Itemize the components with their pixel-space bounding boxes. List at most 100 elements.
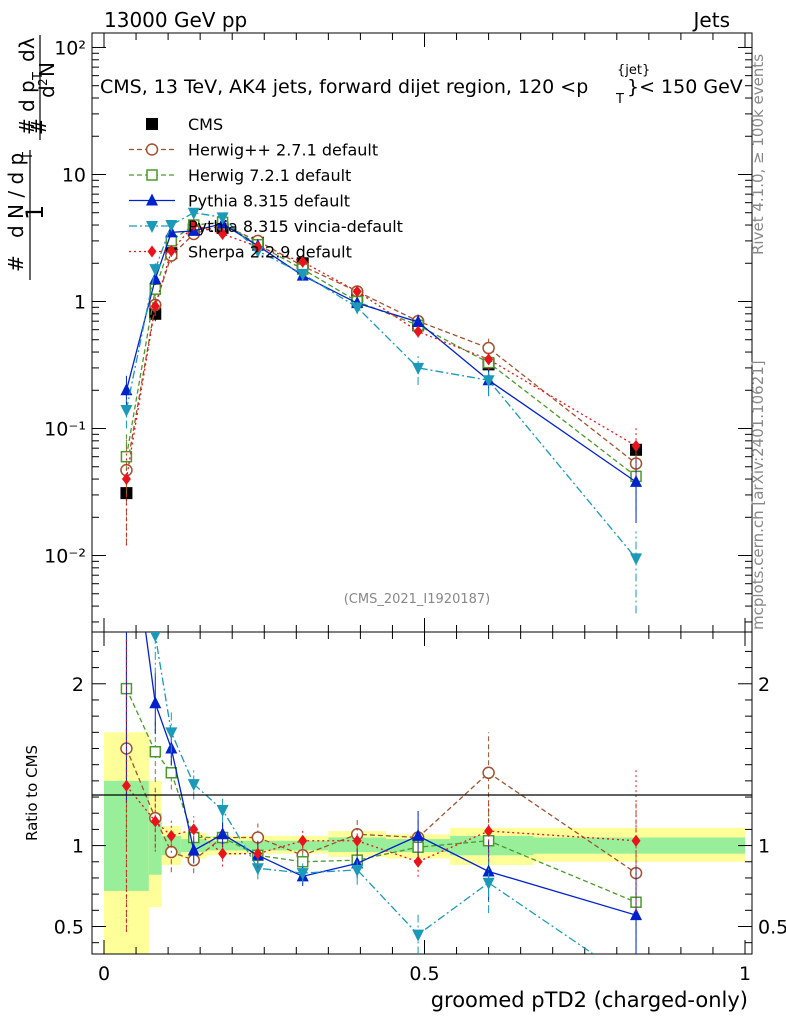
series-5-ratio-point (121, 779, 131, 792)
series-5-point (352, 285, 362, 298)
series-5-main (121, 219, 641, 546)
series-4-ratio-point (482, 877, 495, 890)
analysis-label: (CMS_2021_I1920187) (344, 592, 491, 607)
series-4-ratio-line (154, 632, 595, 954)
series-2-point (120, 450, 133, 463)
series-4-point (149, 264, 162, 277)
series-4-point (187, 207, 200, 220)
ratio-uncertainty-bands (104, 732, 745, 954)
series-4-point (630, 553, 643, 566)
series-1-ratio (120, 632, 643, 945)
ratio-tick-label-right: 0.5 (758, 916, 786, 938)
series-5-ratio (121, 639, 641, 932)
series-3-line (125, 222, 637, 483)
series-5-ratio-point (631, 834, 641, 847)
ratio-tick-label: 0.5 (54, 916, 84, 938)
series-4-ratio (120, 290, 595, 954)
header-left: 13000 GeV pp (104, 8, 247, 32)
band-green-5 (238, 840, 284, 851)
series-5-ratio-point (352, 834, 362, 847)
svg-text:dλ: dλ (15, 37, 39, 62)
series-5-ratio-point (413, 855, 423, 868)
ratio-y-label: Ratio to CMS (23, 745, 41, 841)
rivet-version-label: Rivet 4.1.0, ≥ 100k events (749, 54, 767, 255)
legend: CMS Herwig++ 2.7.1 default Herwig 7.2.1 de… (129, 115, 403, 262)
legend-label: Pythia 8.315 default (188, 192, 350, 211)
header-right: Jets (692, 8, 730, 32)
series-3-ratio-point (216, 827, 229, 840)
legend-marker (146, 221, 158, 233)
legend-marker (146, 118, 158, 130)
series-5-point (150, 300, 160, 313)
series-4-ratio-point (351, 864, 364, 877)
band-green-10 (533, 837, 745, 854)
svg-text:d p: d p (15, 80, 39, 112)
y-tick-label: 10⁻² (44, 546, 86, 568)
legend-marker (147, 245, 157, 258)
series-3-point (412, 314, 425, 327)
series-5-point (189, 219, 199, 232)
y-tick-label: 10² (54, 37, 86, 59)
series-5-point (413, 325, 423, 338)
plot-title-text: CMS, 13 TeV, AK4 jets, forward dijet reg… (100, 76, 588, 98)
series-1-line (125, 224, 637, 471)
legend-marker (146, 169, 158, 181)
mcplots-label: mcplots.cern.ch [arXiv:2401.10621] (749, 360, 767, 630)
series-4-ratio-point (412, 929, 425, 942)
series-4-point (351, 302, 364, 315)
series-4-ratio-point (296, 868, 309, 881)
svg-text:N: N (35, 62, 59, 77)
y-tick-label: 1 (74, 292, 86, 314)
plot-title-sup: {jet} (617, 63, 650, 78)
series-5-point (631, 439, 641, 452)
series-4-ratio-point (120, 290, 132, 302)
series-5-ratio-point (298, 834, 308, 847)
legend-label: Pythia 8.315 vincia-default (188, 217, 403, 236)
svg-text:#: # (4, 255, 28, 272)
ratio-plot-frame (91, 631, 753, 955)
series-4-point (412, 362, 425, 375)
ratio-tick-label: 1 (72, 836, 84, 858)
series-4-main (120, 207, 643, 614)
legend-label: Herwig 7.2.1 default (188, 166, 351, 185)
main-plot-series (120, 207, 643, 614)
series-2-ratio-point (165, 767, 178, 779)
ratio-plot-series (120, 290, 643, 954)
series-1-main (120, 218, 643, 546)
legend-marker (145, 143, 159, 156)
series-4-point (482, 375, 495, 388)
series-3-ratio-point (482, 864, 495, 877)
series-4-ratio-point (187, 779, 200, 792)
svg-text:d N / d p: d N / d p (4, 153, 28, 238)
ratio-tick-label: 2 (72, 674, 84, 696)
plot-title-rest: }< 150 GeV (627, 76, 743, 98)
series-5-point (166, 244, 176, 257)
legend-entry-4: Pythia 8.315 vincia-default (129, 217, 403, 236)
series-1-point (482, 341, 495, 355)
legend-entry-2: Herwig 7.2.1 default (129, 166, 351, 185)
series-4-ratio-point (216, 804, 229, 817)
plot-title-sub: T (615, 92, 624, 107)
series-5-point (298, 255, 308, 268)
series-3-ratio-point (187, 843, 200, 856)
series-5-ratio-point (484, 825, 494, 838)
y-tick-label: 10 (62, 164, 86, 186)
series-5-ratio-point (166, 829, 176, 842)
series-4-line (125, 212, 637, 559)
legend-marker (146, 193, 158, 206)
legend-entry-3: Pythia 8.315 default (129, 192, 350, 211)
series-5-point (253, 240, 263, 253)
svg-text:T: T (21, 152, 36, 161)
y-tick-label: 10⁻¹ (44, 419, 86, 441)
series-3-ratio-point (149, 696, 162, 709)
series-2-main (120, 216, 642, 513)
legend-label: Herwig++ 2.7.1 default (188, 141, 378, 160)
ratio-tick-label-right: 1 (758, 836, 770, 858)
plot-title: CMS, 13 TeV, AK4 jets, forward dijet reg… (100, 63, 743, 107)
series-4-point (216, 212, 229, 225)
axes: 10² 10 1 10⁻¹ 10⁻² 0 0.5 1 0.5 0.5 1 1 2 2 (44, 33, 786, 985)
x-tick-label: 0 (98, 963, 110, 985)
legend-label: CMS (188, 115, 223, 134)
series-3-point (630, 474, 643, 487)
svg-text:#: # (15, 118, 39, 135)
